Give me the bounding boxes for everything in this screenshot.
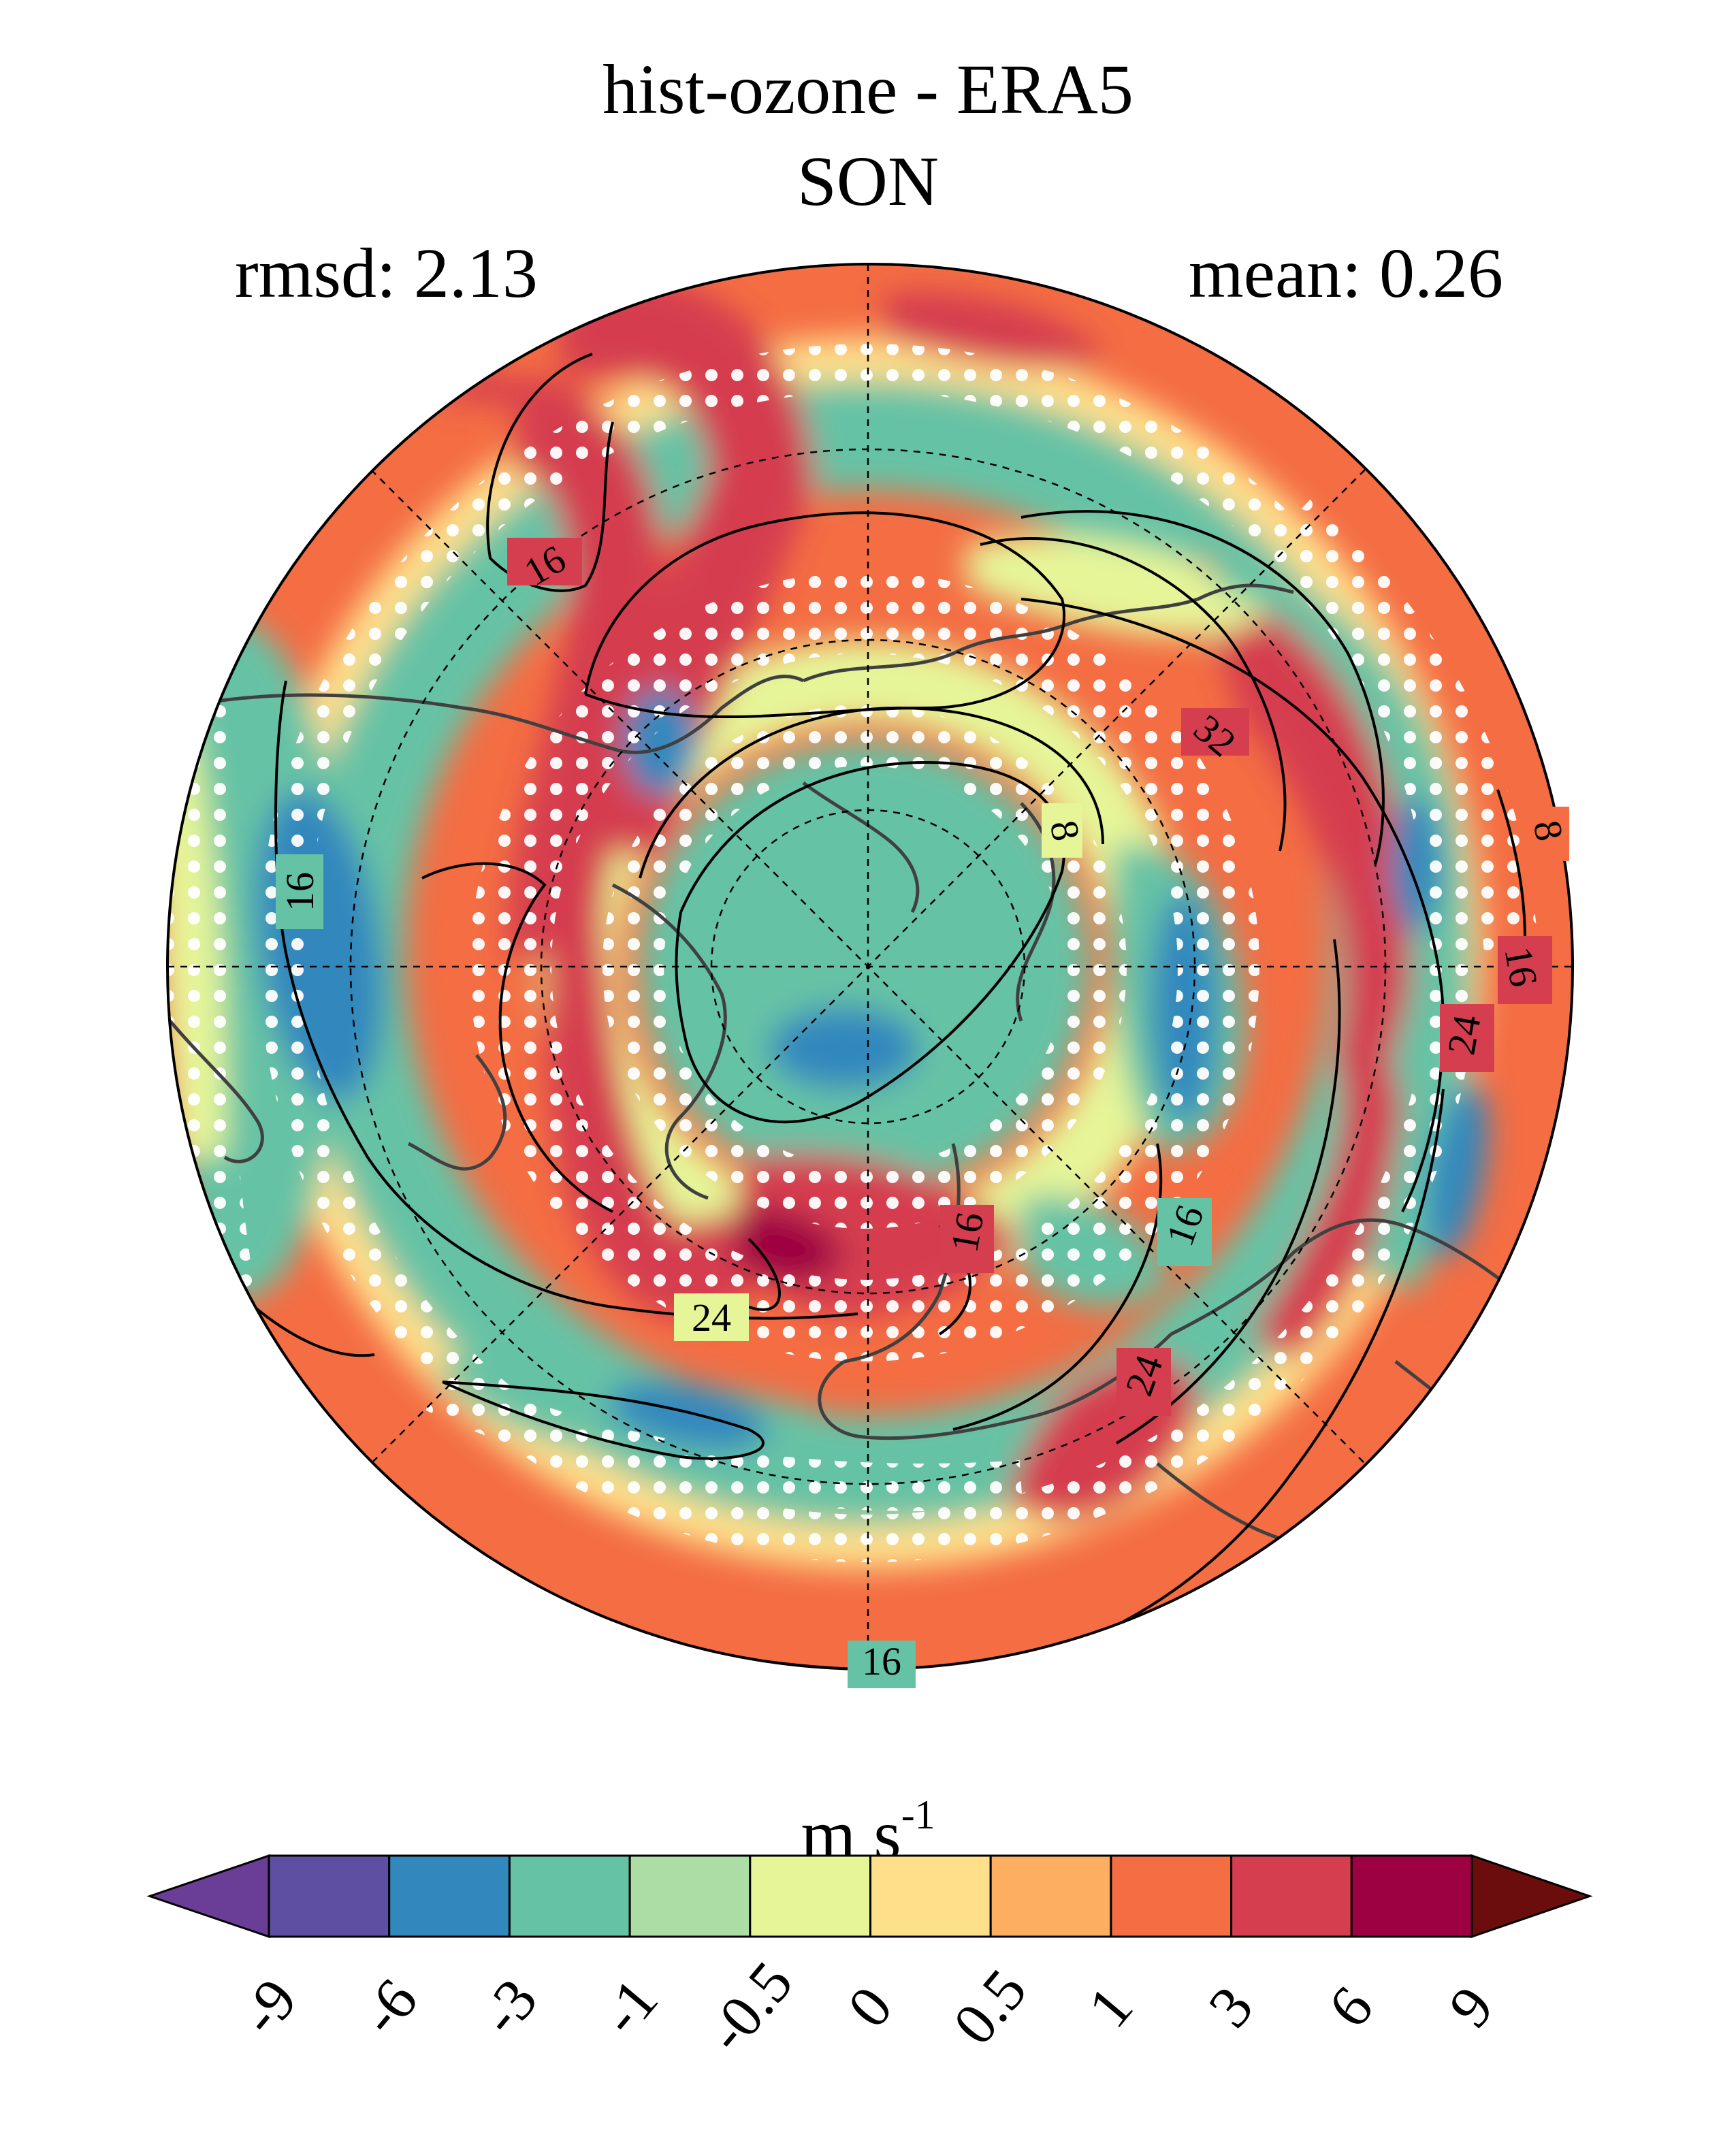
contour-labels: 16 32 8 8 16 16 24 16 16 24 24 16 <box>276 536 1572 1688</box>
mean-label: mean: 0.26 <box>1188 234 1503 312</box>
contour-label: 16 <box>942 1209 992 1255</box>
colorbar-bin <box>989 1854 1112 1938</box>
colorbar-bin <box>1350 1854 1473 1938</box>
rmsd-label: rmsd: 2.13 <box>235 234 538 312</box>
contour-label: 16 <box>1496 943 1546 990</box>
colorbar-bin <box>628 1854 752 1938</box>
contour-label: 24 <box>692 1295 731 1340</box>
figure-title: hist-ozone - ERA5 <box>602 50 1134 129</box>
filled-contours <box>167 264 1573 1669</box>
graticule <box>167 264 1573 1669</box>
colorbar-bin <box>749 1854 872 1938</box>
season-label: SON <box>797 142 939 221</box>
colorbar-extend-high <box>1470 1854 1593 1939</box>
polar-map: 16 32 8 8 16 16 24 16 16 24 24 16 <box>166 263 1574 1688</box>
colorbar-bin <box>869 1854 992 1938</box>
colorbar-bin <box>388 1854 511 1938</box>
colorbar-bin <box>268 1854 391 1938</box>
contour-label: 16 <box>862 1639 901 1683</box>
colorbar-bin <box>508 1854 631 1938</box>
colorbar-bin <box>1230 1854 1353 1938</box>
contour-label: 16 <box>278 872 322 911</box>
contour-label: 24 <box>1438 1012 1489 1058</box>
colorbar-extend-low <box>146 1854 270 1939</box>
colorbar-bin <box>1110 1854 1233 1938</box>
colorbar <box>146 1854 1593 1939</box>
